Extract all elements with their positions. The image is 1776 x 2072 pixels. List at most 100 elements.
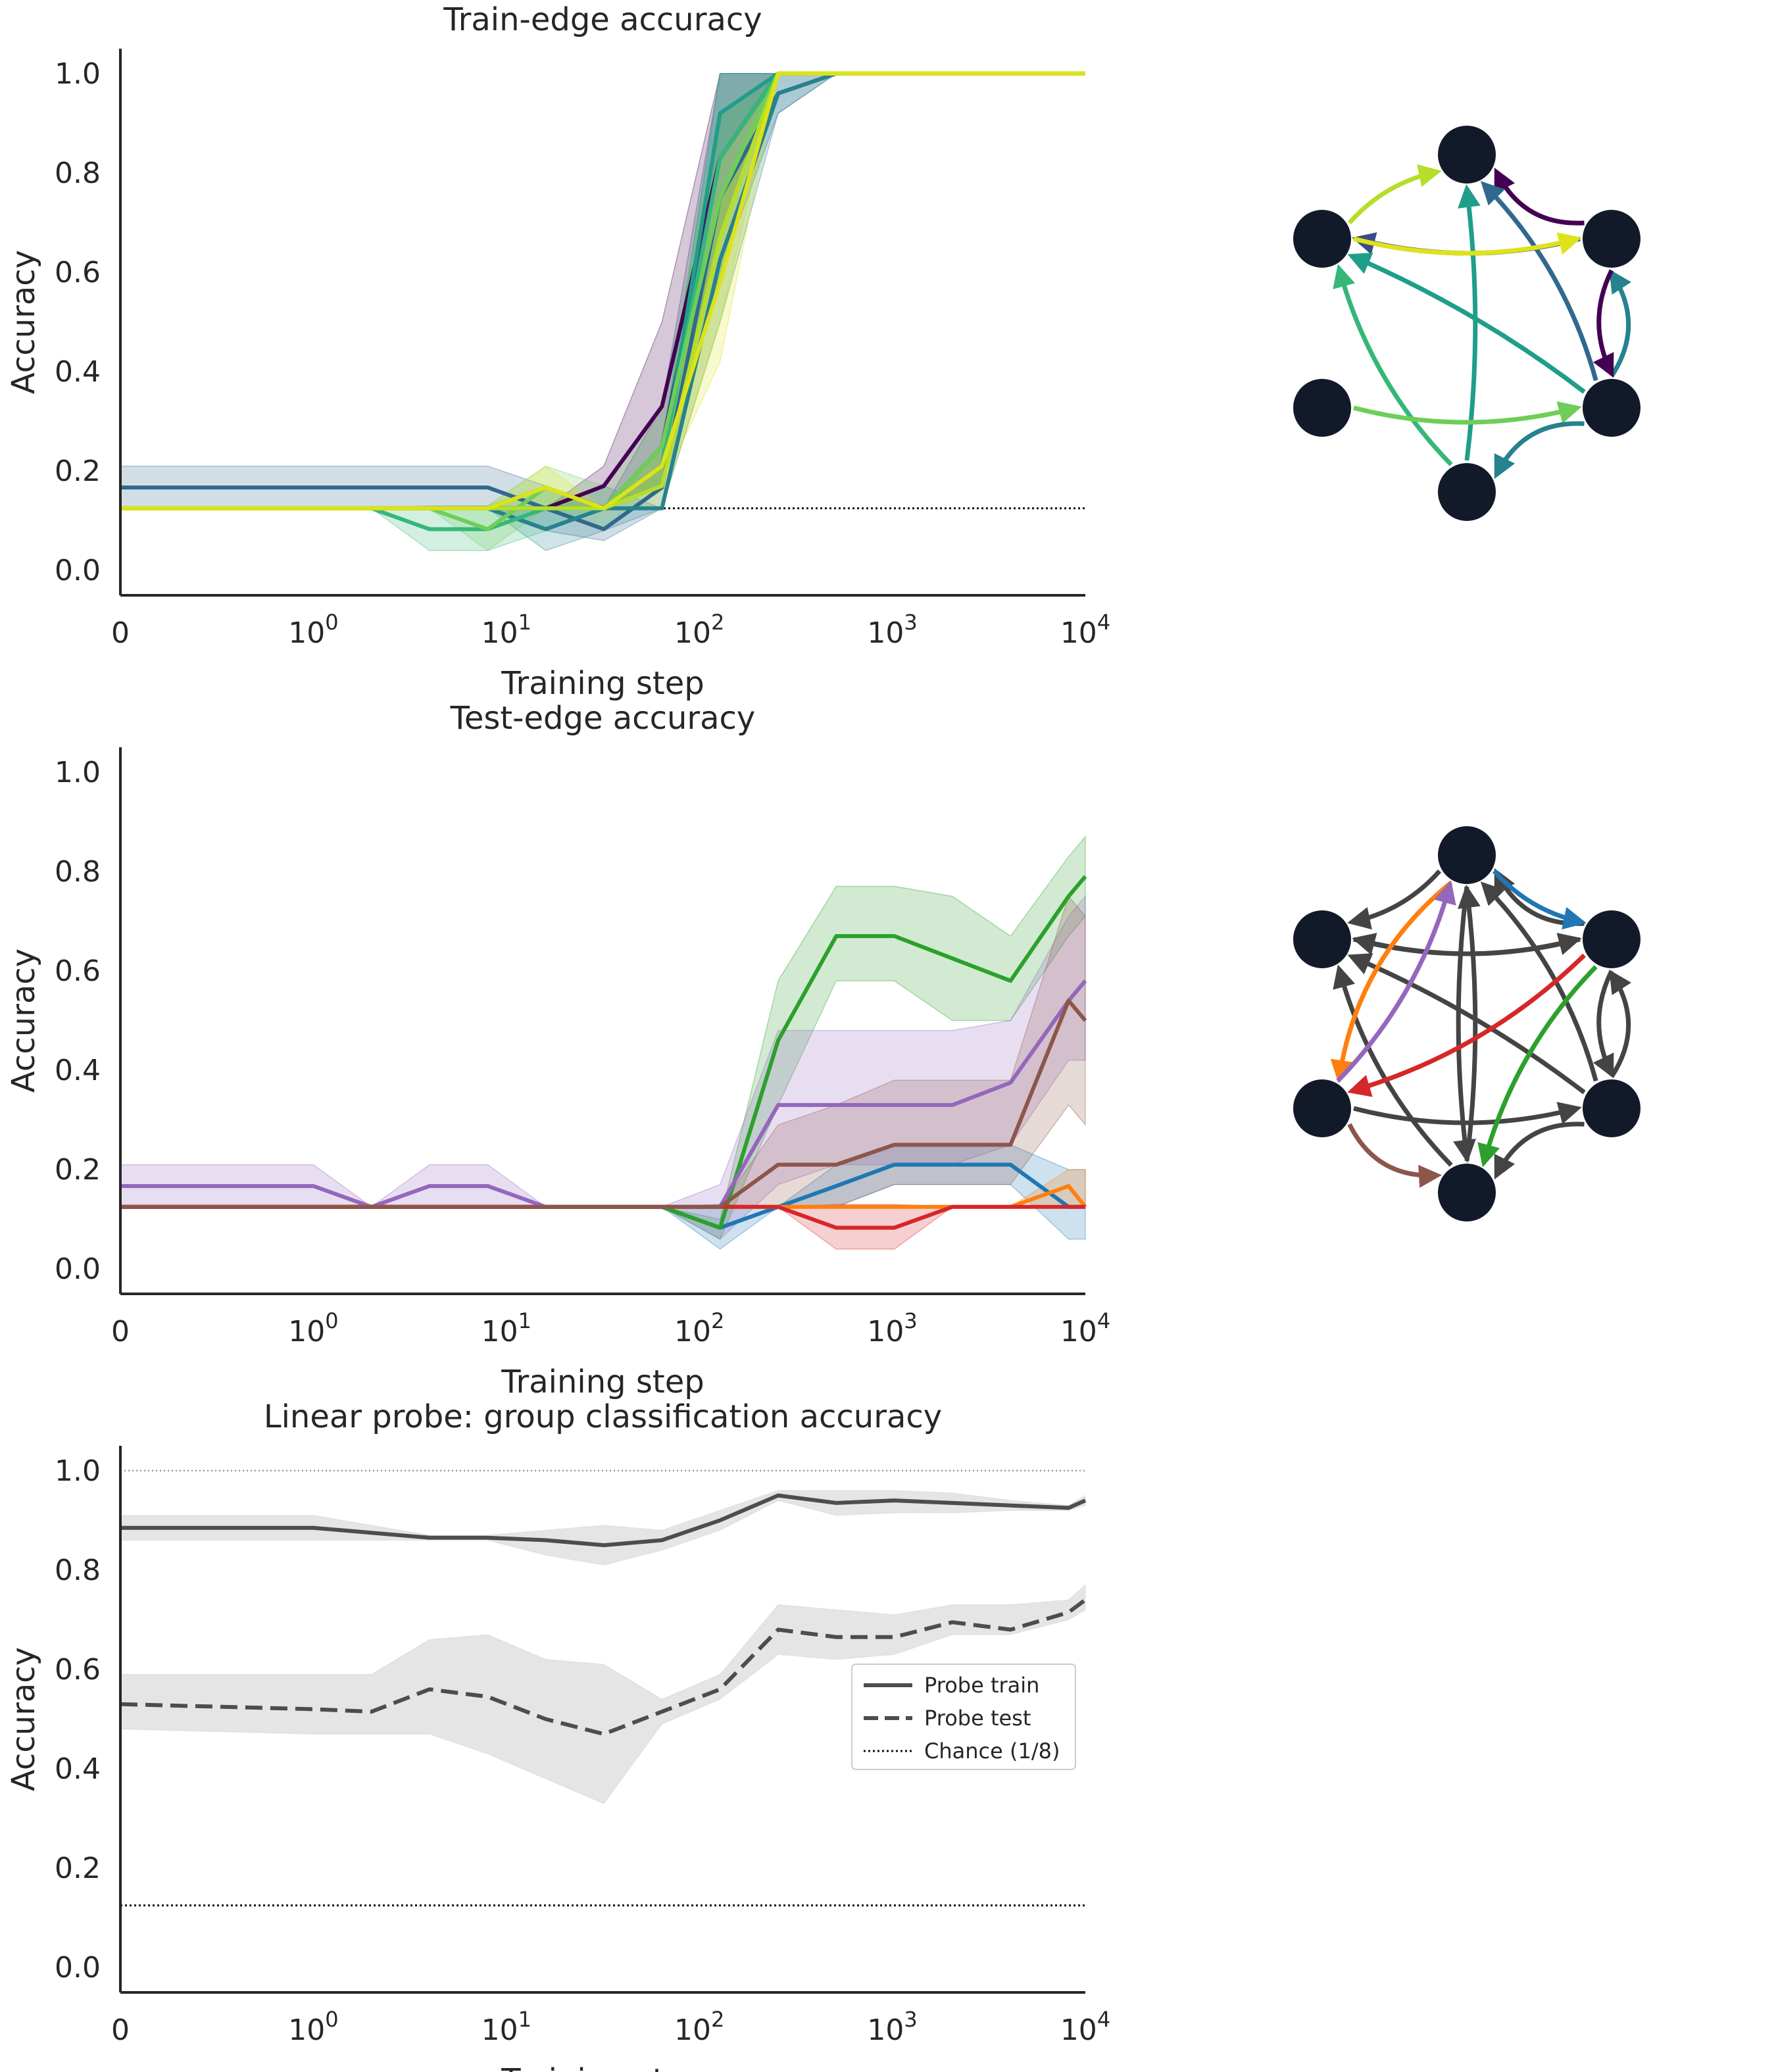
chart-title: Linear probe: group classification accur… xyxy=(264,1398,942,1435)
edge-arrow xyxy=(1458,885,1481,1162)
series-line-Probe train xyxy=(120,1493,1087,1548)
chart-panel-1: 0.0 0.2 0.4 0.6 0.8 1.0 0 100 101 102 103 104 Train-… xyxy=(5,1,1110,702)
edge-arrow xyxy=(1494,1122,1585,1180)
y-tick-label: 0.6 xyxy=(55,1653,101,1687)
chart-panel-2: 0.0 0.2 0.4 0.6 0.8 1.0 0 100 101 102 103 104 Test-e… xyxy=(5,700,1110,1400)
band-edge-2 xyxy=(120,73,1085,509)
edge-arrow xyxy=(1353,1102,1582,1125)
y-tick-label: 0.0 xyxy=(55,1252,101,1286)
edge-arrow xyxy=(1609,269,1631,378)
x-tick-label: 103 xyxy=(867,2007,917,2047)
graph-node xyxy=(1438,126,1496,184)
chart-title: Train-edge accuracy xyxy=(443,1,762,38)
graph-node xyxy=(1293,1079,1351,1137)
x-tick-label: 102 xyxy=(674,1308,724,1348)
train-graph xyxy=(1293,126,1640,521)
y-tick-label: 0.2 xyxy=(55,1852,101,1885)
y-tick-label: 0.2 xyxy=(55,455,101,488)
graph-node xyxy=(1293,910,1351,968)
x-tick-label: 0 xyxy=(111,1315,130,1348)
graph-node xyxy=(1438,1164,1496,1221)
series-line-edge-8 xyxy=(120,71,1085,510)
graph-node xyxy=(1438,826,1496,884)
series-line-edge-9 xyxy=(120,71,1085,510)
y-axis-label: Accuracy xyxy=(5,250,42,394)
x-tick-label: 103 xyxy=(867,1308,917,1348)
x-tick-label: 100 xyxy=(288,610,338,650)
x-tick-label: 104 xyxy=(1060,1308,1110,1348)
legend-label: Probe train xyxy=(924,1673,1039,1698)
edge-arrow xyxy=(1453,886,1476,1163)
band-edge-4 xyxy=(120,73,1085,551)
y-tick-label: 0.4 xyxy=(55,355,101,389)
x-tick-label: 100 xyxy=(288,2007,338,2047)
edge-arrow xyxy=(1353,232,1582,256)
x-tick-label: 100 xyxy=(288,1308,338,1348)
x-tick-label: 0 xyxy=(111,616,130,650)
graph-node xyxy=(1293,210,1351,268)
band-edge-9 xyxy=(120,73,1085,509)
edge-arrow xyxy=(1347,164,1442,225)
x-axis-label: Training step xyxy=(501,2062,704,2072)
series-line-edge-1 xyxy=(120,71,1085,510)
band-Probe train xyxy=(120,1490,1086,1566)
x-axis-label: Training step xyxy=(501,665,704,702)
band-edge-8 xyxy=(120,73,1085,509)
y-tick-label: 0.8 xyxy=(55,855,101,889)
x-tick-label: 104 xyxy=(1060,610,1110,650)
x-tick-label: 0 xyxy=(111,2013,130,2047)
series-line-edge-7 xyxy=(120,71,1085,531)
y-tick-label: 1.0 xyxy=(55,57,101,91)
edge-arrow xyxy=(1330,880,1453,1083)
band-Probe test xyxy=(120,1583,1086,1804)
series-line-Probe test xyxy=(120,1598,1087,1737)
edge-arrow xyxy=(1347,1123,1443,1188)
x-tick-label: 101 xyxy=(481,610,531,650)
band-edge-1 xyxy=(120,73,1085,509)
y-axis-label: Accuracy xyxy=(5,949,42,1093)
y-tick-label: 0.0 xyxy=(55,1951,101,1985)
legend-label: Chance (1/8) xyxy=(924,1739,1060,1764)
legend-label: Probe test xyxy=(924,1706,1031,1731)
edge-arrow xyxy=(1347,253,1586,394)
edge-arrow xyxy=(1333,264,1453,466)
series-line-edge-4 xyxy=(120,71,1085,531)
edge-arrow xyxy=(1347,953,1586,1097)
chart-panel-3: 0.0 0.2 0.4 0.6 0.8 1.0 0 100 101 102 103 104 Linear… xyxy=(5,1398,1110,2072)
graph-node xyxy=(1293,379,1351,437)
graph-node xyxy=(1583,379,1640,437)
y-tick-label: 0.0 xyxy=(55,554,101,587)
y-tick-label: 0.6 xyxy=(55,954,101,988)
edge-arrow xyxy=(1458,184,1481,461)
series-line-edge-2 xyxy=(120,71,1085,510)
x-axis-label: Training step xyxy=(501,1364,704,1400)
edge-arrow xyxy=(1333,964,1453,1167)
graph-node xyxy=(1583,210,1640,268)
y-tick-label: 0.8 xyxy=(55,1554,101,1587)
edge-arrow xyxy=(1480,181,1598,382)
y-tick-label: 0.2 xyxy=(55,1153,101,1187)
test-graph xyxy=(1293,826,1640,1221)
edge-arrow xyxy=(1494,421,1585,480)
y-axis-label: Accuracy xyxy=(5,1647,42,1791)
graph-node xyxy=(1583,910,1640,968)
chart-title: Test-edge accuracy xyxy=(450,700,756,737)
x-tick-label: 102 xyxy=(674,610,724,650)
y-tick-label: 1.0 xyxy=(55,756,101,789)
x-tick-label: 103 xyxy=(867,610,917,650)
series-line-test-edge-red xyxy=(120,1204,1085,1230)
series-line-edge-5 xyxy=(120,71,1085,510)
legend: Probe train Probe test Chance (1/8) xyxy=(851,1664,1076,1770)
edge-arrow xyxy=(1347,869,1442,930)
y-tick-label: 0.4 xyxy=(55,1054,101,1087)
edge-arrow xyxy=(1609,970,1631,1078)
y-tick-label: 1.0 xyxy=(55,1454,101,1488)
edge-arrow xyxy=(1592,269,1614,378)
edge-arrow xyxy=(1477,965,1598,1168)
edge-arrow xyxy=(1592,970,1614,1079)
graph-node xyxy=(1438,463,1496,521)
edge-arrow xyxy=(1480,881,1598,1082)
x-tick-label: 102 xyxy=(674,2007,724,2047)
edge-arrow xyxy=(1492,869,1587,930)
